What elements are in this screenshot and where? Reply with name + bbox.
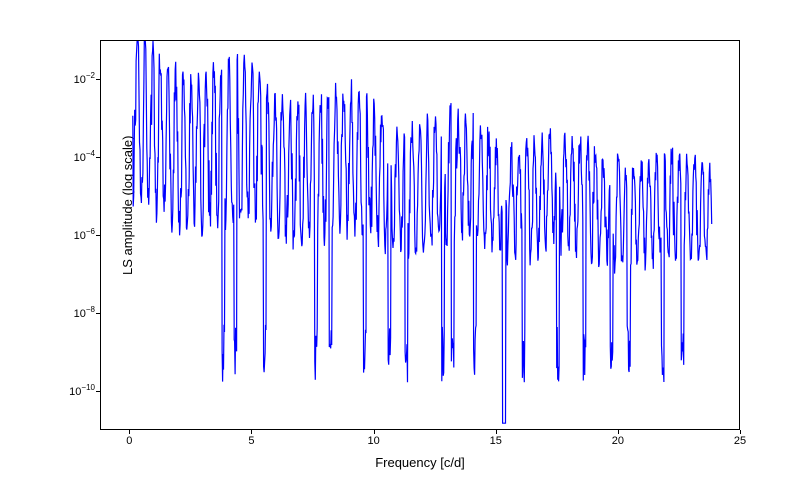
x-axis-label: Frequency [c/d]: [100, 455, 740, 470]
x-tick-label: 25: [725, 435, 755, 447]
y-tick-label: 10−10: [45, 384, 95, 398]
y-tick-label: 10−2: [45, 72, 95, 86]
plot-area: [100, 40, 740, 430]
y-tick-label: 10−8: [45, 306, 95, 320]
x-tick-label: 5: [236, 435, 266, 447]
periodogram-chart: LS amplitude (log scale) 10−1010−810−610…: [100, 40, 740, 430]
periodogram-line: [101, 41, 741, 431]
y-tick-label: 10−4: [45, 150, 95, 164]
x-tick-label: 0: [114, 435, 144, 447]
x-tick-label: 10: [359, 435, 389, 447]
y-tick-label: 10−6: [45, 228, 95, 242]
spectrum-trace: [133, 41, 712, 423]
x-tick-label: 20: [603, 435, 633, 447]
x-tick-label: 15: [481, 435, 511, 447]
